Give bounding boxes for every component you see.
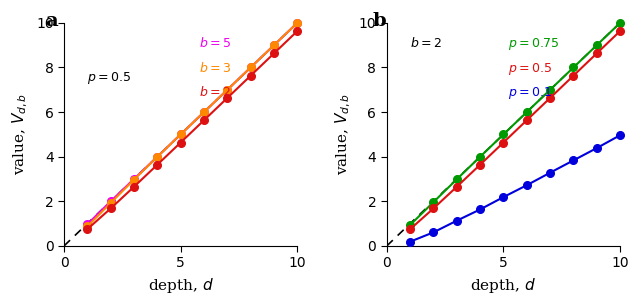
Text: $b = 2$: $b = 2$ [410, 36, 442, 50]
Text: a: a [45, 12, 58, 30]
X-axis label: depth, $d$: depth, $d$ [470, 276, 536, 295]
Text: $b = 5$: $b = 5$ [199, 36, 232, 50]
Text: b: b [372, 12, 387, 30]
Text: $b = 3$: $b = 3$ [199, 61, 232, 75]
X-axis label: depth, $d$: depth, $d$ [148, 276, 214, 295]
Text: $p = 0.5$: $p = 0.5$ [87, 70, 131, 86]
Y-axis label: value, $V_{d,b}$: value, $V_{d,b}$ [334, 93, 353, 175]
Text: $p = 0.5$: $p = 0.5$ [508, 61, 552, 77]
Text: $b = 2$: $b = 2$ [199, 85, 231, 99]
Text: $p = 0.75$: $p = 0.75$ [508, 36, 559, 52]
Y-axis label: value, $V_{d,b}$: value, $V_{d,b}$ [11, 93, 31, 175]
Text: $p = 0.1$: $p = 0.1$ [508, 85, 552, 102]
